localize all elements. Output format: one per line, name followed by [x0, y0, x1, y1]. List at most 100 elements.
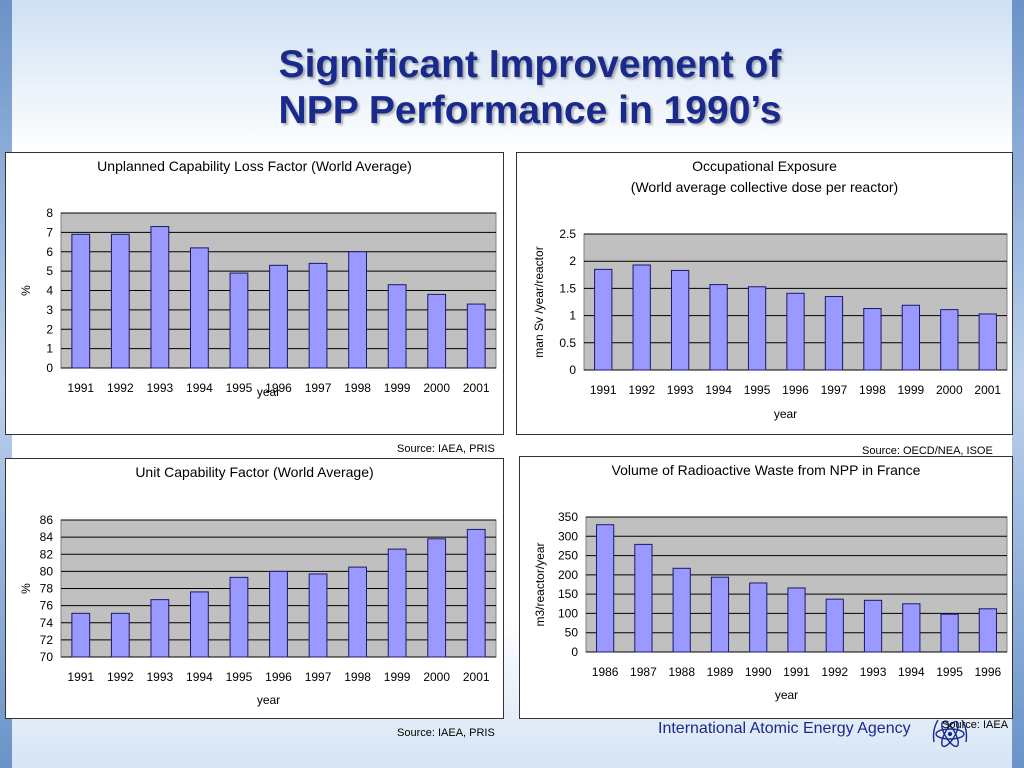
x-tick-label: 1992: [821, 665, 848, 679]
chart-radioactive-waste: 0 50 100 150 200 250 300 350 1986 1987 1988 1989 199…: [533, 462, 1008, 702]
y-tick-label: 2.5: [559, 227, 576, 241]
bar: [863, 308, 882, 371]
y-tick-label: 2: [569, 254, 576, 268]
source-note-1: Source: IAEA, PRIS: [397, 443, 495, 455]
x-tick-label: 1998: [344, 381, 371, 395]
y-axis-label: %: [19, 583, 33, 594]
source-note-3: Source: IAEA, PRIS: [397, 727, 495, 739]
x-tick-label: 1995: [744, 383, 771, 397]
source-note-2: Source: OECD/NEA, ISOE: [862, 445, 993, 457]
chart-title: Unit Capability Factor (World Average): [135, 464, 373, 480]
bar: [150, 599, 170, 658]
bar: [709, 284, 728, 371]
y-tick-label: 80: [40, 564, 54, 578]
x-axis-label: year: [775, 688, 798, 702]
y-tick-label: 74: [40, 616, 54, 630]
y-tick-label: 82: [40, 547, 54, 561]
slide-title: Significant Improvement of NPP Performan…: [180, 42, 880, 134]
chart-occupational-exposure: 0 0.5 1 1.5 2 2.5 1991 1992 1993 1994 1995 1996 1997…: [532, 158, 1008, 421]
y-tick-label: 0: [46, 361, 53, 375]
bar: [863, 599, 883, 653]
x-axis-label: year: [257, 385, 280, 399]
y-tick-label: 5: [46, 264, 53, 278]
bar: [71, 233, 91, 369]
x-tick-label: 2001: [463, 670, 490, 684]
y-tick-label: 1: [46, 342, 53, 356]
x-axis-label: year: [774, 407, 797, 421]
bar: [596, 524, 615, 653]
slide-title-line2: NPP Performance in 1990’s: [278, 89, 782, 132]
bar: [466, 303, 486, 369]
x-tick-label: 2000: [423, 381, 450, 395]
x-tick-label: 1998: [859, 383, 886, 397]
y-tick-label: 76: [40, 599, 54, 613]
y-axis-label: %: [19, 285, 33, 296]
bar: [348, 251, 367, 369]
x-tick-label: 2001: [974, 383, 1001, 397]
bar: [71, 612, 91, 658]
chart-title: Occupational Exposure: [692, 158, 837, 174]
bar: [594, 268, 613, 371]
x-tick-label: 1996: [975, 665, 1002, 679]
y-tick-label: 150: [558, 587, 578, 601]
y-tick-label: 72: [40, 633, 54, 647]
bar: [190, 591, 209, 658]
bar: [825, 598, 844, 653]
bar: [229, 272, 249, 369]
bar: [710, 576, 730, 653]
chart-panel-radioactive-waste: 0 50 100 150 200 250 300 350 1986 1987 1988 1989 199…: [519, 456, 1013, 719]
x-tick-label: 1999: [384, 381, 411, 395]
x-tick-label: 1993: [147, 381, 174, 395]
x-tick-label: 1995: [226, 381, 253, 395]
y-tick-label: 1.5: [559, 281, 576, 295]
y-tick-label: 78: [40, 582, 54, 596]
bar: [150, 226, 170, 369]
y-tick-label: 86: [40, 513, 54, 527]
bar: [308, 573, 328, 658]
x-tick-label: 1993: [667, 383, 694, 397]
iaea-logo-icon: [932, 719, 968, 748]
x-tick-label: 2000: [423, 670, 450, 684]
footer-source: Source: IAEA: [942, 719, 1009, 731]
y-tick-label: 100: [558, 606, 578, 620]
bar: [672, 567, 691, 653]
bar: [110, 233, 130, 369]
x-tick-label: 1992: [628, 383, 655, 397]
bar: [978, 608, 997, 653]
x-tick-label: 1992: [107, 670, 134, 684]
x-tick-label: 1993: [147, 670, 174, 684]
bar: [940, 613, 959, 653]
x-tick-label: 1996: [265, 670, 292, 684]
bar: [634, 543, 653, 653]
x-tick-label: 1996: [265, 381, 292, 395]
x-tick-label: 1996: [782, 383, 809, 397]
bar: [308, 262, 328, 369]
x-tick-label: 1994: [186, 381, 213, 395]
x-tick-label: 1994: [186, 670, 213, 684]
x-tick-label: 1999: [384, 670, 411, 684]
bar: [902, 603, 921, 653]
bar: [348, 566, 367, 658]
x-tick-label: 1991: [590, 383, 617, 397]
chart-title: Unplanned Capability Loss Factor (World …: [97, 158, 412, 174]
x-tick-label: 1987: [630, 665, 657, 679]
y-tick-label: 6: [46, 245, 53, 259]
bar: [269, 264, 288, 369]
y-tick-label: 350: [558, 510, 578, 524]
bar: [229, 576, 249, 658]
y-tick-label: 84: [40, 530, 54, 544]
y-tick-label: 300: [558, 529, 578, 543]
chart-capability-loss: 0 1 2 3 4 5 6 7 8 1991 1992 1993 1994 1995 1996 1997 199…: [19, 158, 497, 399]
y-tick-label: 0: [571, 645, 578, 659]
y-tick-label: 250: [558, 549, 578, 563]
x-tick-label: 1991: [67, 381, 94, 395]
bar: [940, 309, 959, 371]
x-tick-label: 1997: [821, 383, 848, 397]
chart-subtitle: (World average collective dose per react…: [631, 179, 898, 195]
x-tick-label: 1991: [783, 665, 810, 679]
x-tick-label: 2000: [936, 383, 963, 397]
y-axis-label: m3/reactor/year: [533, 542, 547, 626]
x-tick-label: 1994: [705, 383, 732, 397]
chart-panel-occupational-exposure: 0 0.5 1 1.5 2 2.5 1991 1992 1993 1994 1995 1996 1997…: [516, 152, 1013, 435]
x-tick-label: 1999: [898, 383, 925, 397]
